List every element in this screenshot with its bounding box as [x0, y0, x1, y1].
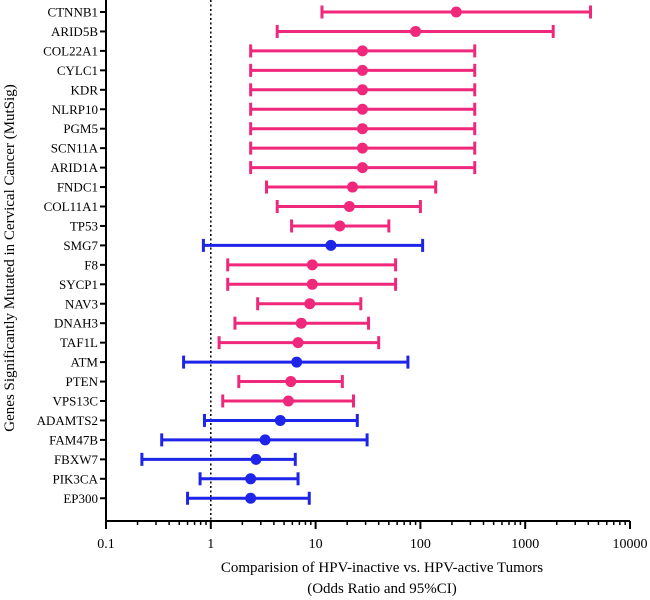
odds-ratio-point — [259, 434, 271, 446]
odds-ratio-point — [285, 376, 297, 388]
odds-ratio-point — [245, 492, 257, 504]
x-tick-label: 1000 — [511, 537, 539, 552]
row-fbxw7 — [140, 452, 297, 466]
odds-ratio-point — [356, 103, 368, 115]
gene-label: SMG7 — [63, 238, 98, 253]
gene-label: VPS13C — [52, 394, 98, 409]
gene-label: NLRP10 — [52, 102, 98, 117]
gene-label: SCN11A — [51, 141, 99, 156]
row-arid1a — [249, 161, 477, 175]
gene-label: ARID5B — [51, 24, 98, 39]
odds-ratio-point — [356, 64, 368, 76]
gene-label: FAM47B — [49, 432, 98, 447]
row-atm — [182, 355, 410, 369]
row-nlrp10 — [249, 102, 477, 116]
axes-layer — [105, 0, 630, 522]
odds-ratio-point — [347, 181, 359, 193]
gene-label: TP53 — [70, 218, 98, 233]
row-smg7 — [201, 238, 425, 252]
odds-ratio-point — [343, 201, 355, 212]
row-kdr — [249, 83, 477, 97]
odds-ratio-point — [356, 162, 368, 174]
row-ctnnb1 — [320, 5, 593, 19]
odds-ratio-point — [282, 395, 294, 407]
row-vps13c — [221, 394, 356, 408]
x-tick-label: 0.1 — [97, 537, 115, 552]
odds-ratio-point — [334, 220, 346, 232]
gene-label: EP300 — [63, 491, 98, 506]
odds-ratio-point — [274, 414, 286, 426]
row-scn11a — [249, 141, 477, 155]
gene-label: KDR — [71, 82, 99, 97]
odds-ratio-point — [250, 453, 262, 465]
odds-ratio-point — [291, 356, 303, 368]
gene-labels-layer: CTNNB1 ARID5B COL22A1 CYLC1 KDR NLRP10 PGM5 SCN… — [37, 5, 106, 506]
gene-label: CTNNB1 — [47, 5, 98, 20]
odds-ratio-point — [304, 298, 316, 310]
row-sycp1 — [226, 277, 398, 291]
row-taf1l — [217, 336, 381, 350]
row-cylc1 — [249, 63, 477, 77]
odds-ratio-point — [306, 278, 318, 290]
odds-ratio-point — [325, 239, 337, 251]
odds-ratio-point — [306, 259, 318, 271]
odds-ratio-point — [356, 123, 368, 135]
gene-label: TAF1L — [60, 335, 98, 350]
odds-ratio-point — [295, 317, 307, 329]
odds-ratio-point — [356, 142, 368, 154]
x-ticks-layer: 0.1 1 10 100 1000 10000 — [97, 521, 648, 552]
row-f8 — [226, 258, 398, 272]
y-axis-label: Genes Significantly Mutated in Cervical … — [2, 84, 18, 431]
row-pten — [237, 375, 344, 389]
x-axis-label-line2: (Odds Ratio and 95%CI) — [307, 581, 457, 597]
row-fndc1 — [264, 180, 438, 194]
gene-label: COL22A1 — [43, 43, 98, 58]
row-ep300 — [186, 491, 311, 505]
odds-ratio-point — [245, 473, 257, 485]
gene-label: FBXW7 — [54, 452, 99, 467]
x-tick-label: 1 — [207, 537, 214, 552]
row-nav3 — [256, 297, 363, 311]
row-arid5b — [275, 24, 555, 38]
row-pik3ca — [198, 472, 300, 486]
gene-label: PGM5 — [63, 121, 98, 136]
odds-ratio-point — [450, 6, 462, 18]
gene-label: PTEN — [66, 374, 99, 389]
row-pgm5 — [249, 122, 477, 136]
gene-label: ARID1A — [50, 160, 98, 175]
gene-label: ATM — [71, 355, 99, 370]
row-tp53 — [290, 219, 391, 233]
odds-ratio-point — [410, 25, 422, 37]
odds-ratio-point — [292, 337, 304, 349]
gene-label: PIK3CA — [52, 471, 98, 486]
gene-label: COL11A1 — [44, 199, 98, 214]
gene-label: F8 — [84, 257, 98, 272]
gene-label: FNDC1 — [57, 180, 98, 195]
gene-label: ADAMTS2 — [37, 413, 98, 428]
row-fam47b — [160, 433, 369, 447]
row-col11a1 — [275, 200, 422, 213]
row-dnah3 — [233, 316, 371, 330]
x-tick-label: 10 — [309, 537, 323, 552]
row-col22a1 — [249, 44, 477, 58]
x-tick-label: 10000 — [613, 537, 648, 552]
x-tick-label: 100 — [410, 537, 431, 552]
odds-ratio-point — [356, 84, 368, 96]
x-axis-label-line1: Comparision of HPV-inactive vs. HPV-acti… — [221, 560, 543, 576]
data-rows-layer — [140, 5, 593, 505]
gene-label: SYCP1 — [59, 277, 98, 292]
row-adamts2 — [202, 413, 359, 427]
gene-label: DNAH3 — [54, 316, 98, 331]
gene-label: NAV3 — [65, 296, 98, 311]
odds-ratio-point — [356, 45, 368, 57]
gene-label: CYLC1 — [57, 63, 98, 78]
